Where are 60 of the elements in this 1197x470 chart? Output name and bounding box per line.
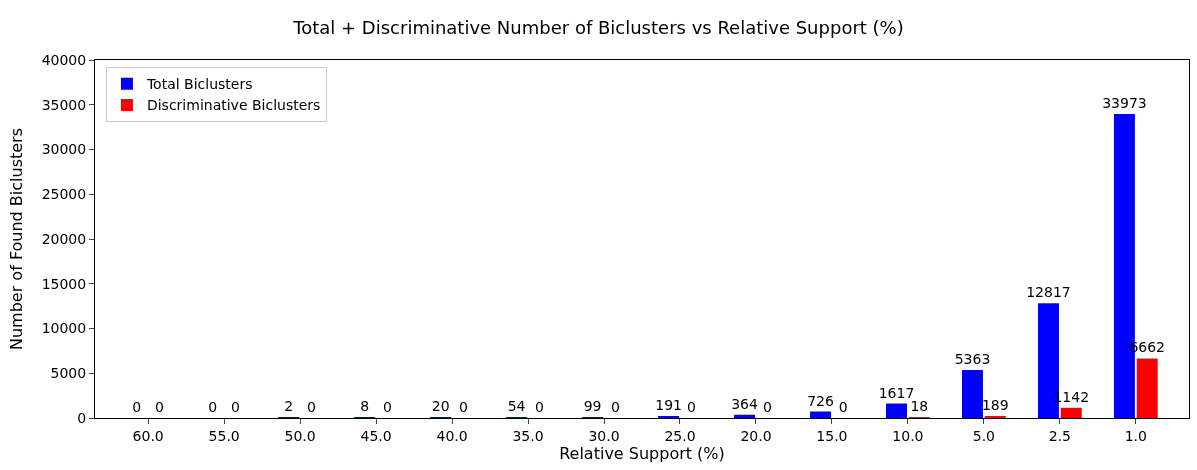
data-label: 0 (838, 399, 848, 415)
data-label: 0 (231, 399, 241, 415)
data-label: 726 (807, 392, 834, 409)
data-label: 2 (284, 398, 294, 414)
x-axis-title: Relative Support (%) (559, 443, 725, 463)
x-tick-label: 35.0 (512, 427, 544, 444)
data-label: 1617 (878, 384, 915, 401)
bar (1060, 407, 1082, 418)
data-label: 0 (307, 399, 316, 415)
y-tick-label: 40000 (41, 51, 87, 68)
y-tick-label: 0 (77, 409, 87, 426)
y-tick-label: 15000 (41, 275, 87, 292)
y-axis-title: Number of Found Biclusters (6, 128, 26, 350)
data-label: 20 (431, 398, 450, 414)
data-label: 189 (981, 397, 1009, 413)
data-label: 0 (534, 399, 544, 415)
x-tick-label: 60.0 (132, 427, 164, 444)
x-tick-label: 10.0 (892, 427, 924, 444)
legend-label: Discriminative Biclusters (146, 97, 321, 114)
x-tick-label: 30.0 (588, 427, 620, 444)
data-label: 8 (360, 398, 370, 414)
x-tick-label: 40.0 (436, 427, 468, 444)
data-label: 0 (383, 399, 392, 415)
data-label: 0 (610, 399, 620, 415)
bar (962, 370, 983, 418)
x-tick-label: 1.0 (1124, 427, 1147, 444)
legend-label: Total Biclusters (145, 76, 253, 93)
data-label: 0 (459, 399, 468, 415)
x-tick-label: 45.0 (360, 427, 392, 444)
y-tick-label: 5000 (50, 365, 87, 382)
data-label: 54 (507, 398, 526, 414)
x-tick-label: 5.0 (972, 427, 996, 444)
y-tick-label: 25000 (41, 186, 87, 203)
x-tick-label: 55.0 (208, 427, 240, 444)
data-label: 0 (155, 399, 165, 415)
data-label: 99 (583, 398, 602, 414)
x-tick-label: 2.5 (1048, 427, 1071, 444)
data-label: 364 (731, 395, 758, 412)
y-tick-label: 10000 (41, 320, 87, 337)
data-label: 0 (762, 399, 772, 415)
chart-title: Total + Discriminative Number of Biclusters vs Relative Support (%) (292, 16, 904, 38)
x-tick-label: 20.0 (740, 427, 772, 444)
data-label: 0 (686, 399, 696, 415)
bar (734, 414, 756, 418)
x-tick-label: 25.0 (664, 427, 696, 444)
data-label: 191 (655, 397, 682, 413)
bar (810, 411, 832, 418)
data-label: 5363 (954, 351, 991, 367)
data-label: 12817 (1026, 284, 1071, 301)
bar (886, 403, 907, 418)
x-tick-label: 50.0 (284, 427, 316, 444)
y-tick-label: 30000 (41, 141, 87, 158)
bar (1136, 358, 1158, 418)
y-tick-label: 35000 (41, 96, 87, 113)
data-label: 0 (132, 399, 142, 415)
y-tick-label: 20000 (41, 230, 87, 247)
data-label: 18 (910, 398, 929, 414)
data-label: 33973 (1102, 94, 1147, 111)
x-tick-label: 15.0 (816, 427, 848, 444)
data-label: 0 (208, 399, 218, 415)
